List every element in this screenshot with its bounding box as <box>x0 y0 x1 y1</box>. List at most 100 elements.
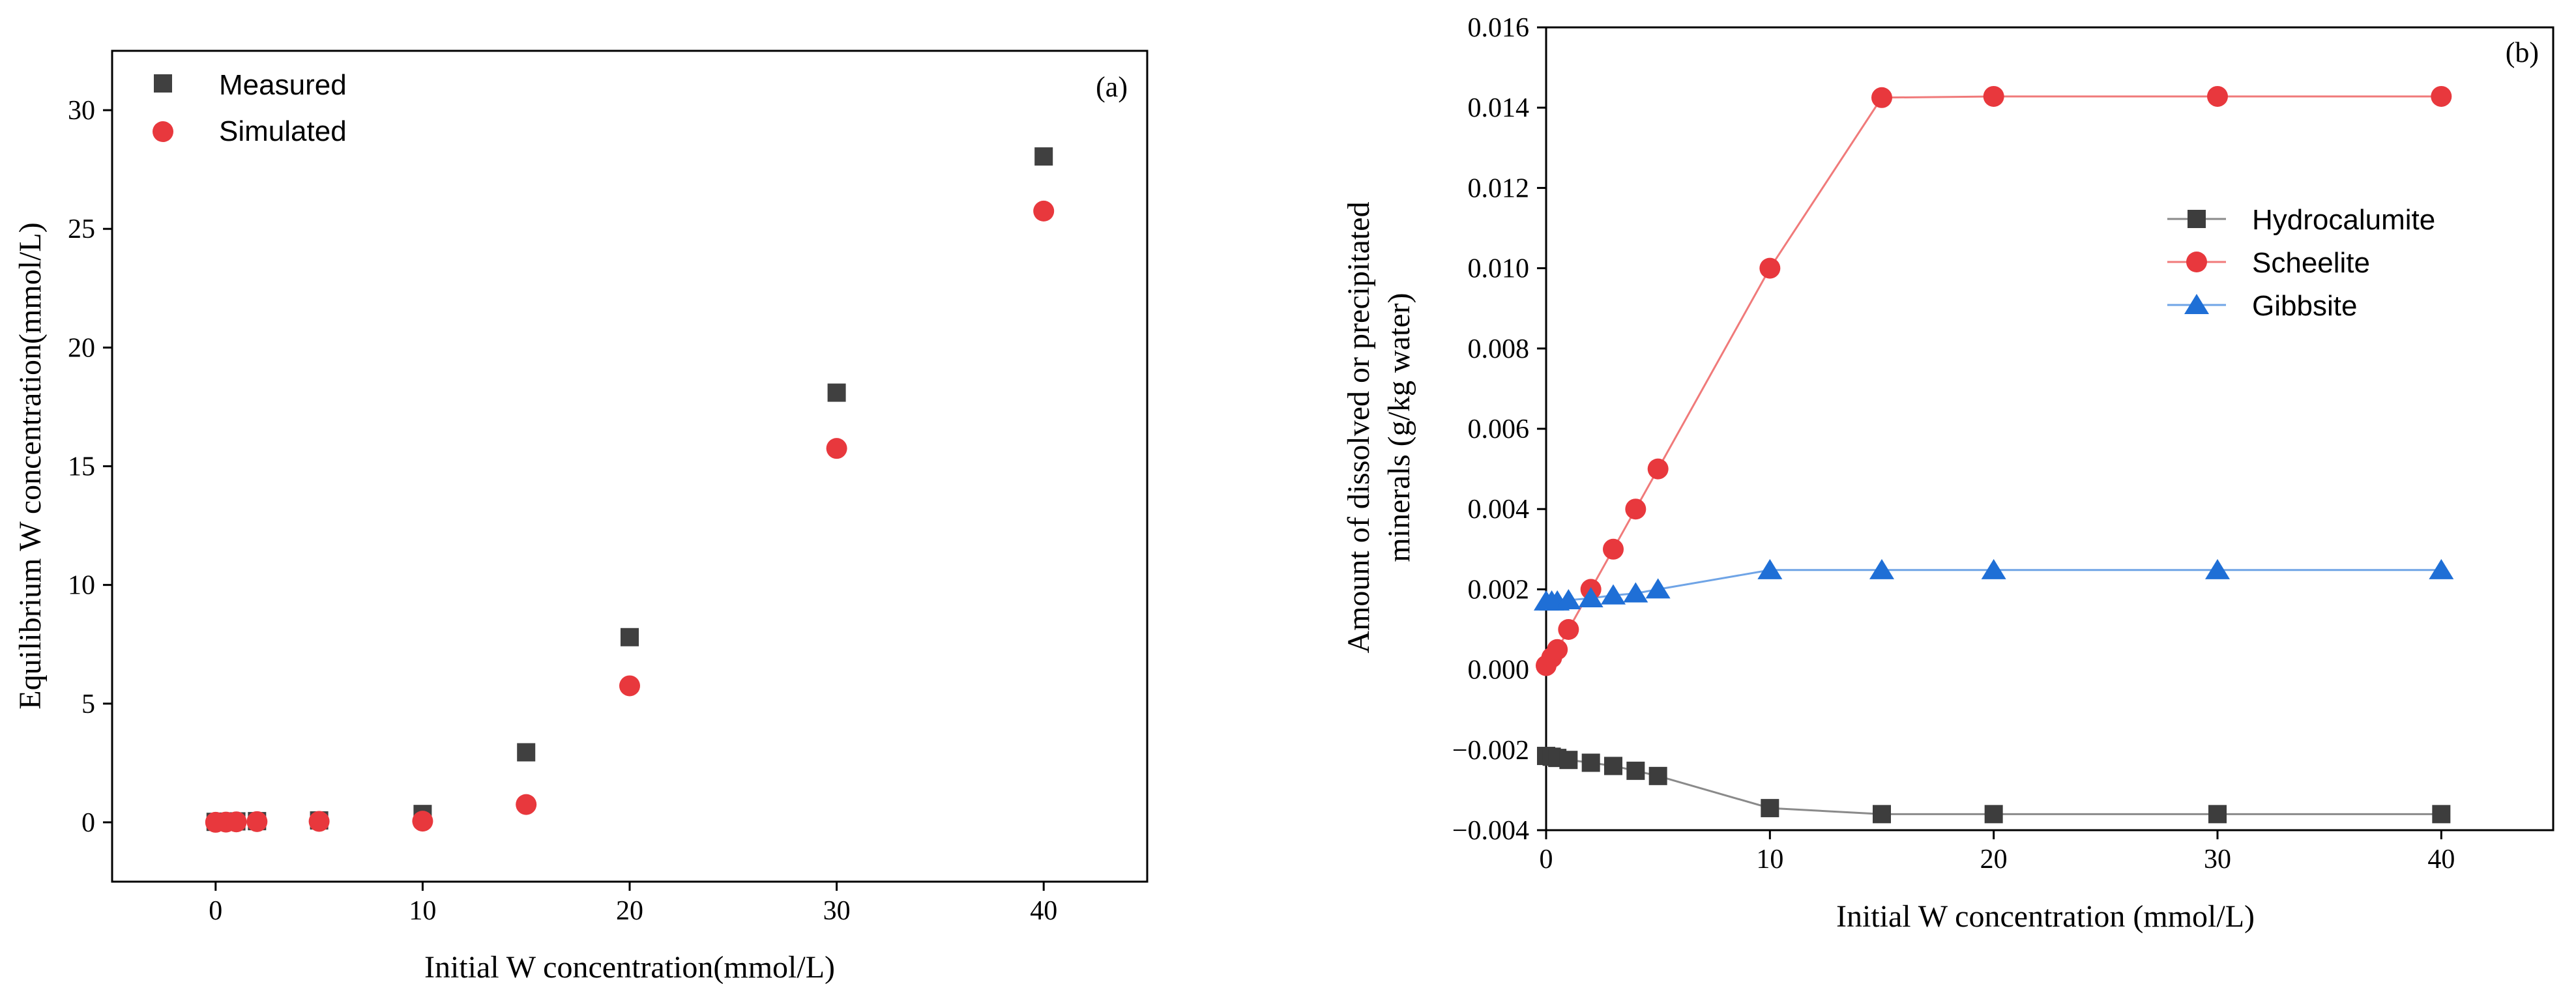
y-tick-label: 0 <box>81 808 95 838</box>
hydrocalumite-data-point <box>1761 799 1779 818</box>
panel-b-data-points <box>1534 85 2454 824</box>
panel-b-label: (b) <box>2506 36 2539 68</box>
y-tick-label: 0.004 <box>1468 495 1530 525</box>
y-tick-label: 15 <box>68 452 95 482</box>
y-tick-label: 30 <box>68 96 95 126</box>
panel-a-label: (a) <box>1096 71 1128 103</box>
simulated-data-point <box>516 794 537 815</box>
legend-measured-label: Measured <box>219 69 347 101</box>
measured-data-point <box>621 628 639 646</box>
scheelite-data-point <box>1647 458 1669 480</box>
panel-a-x-axis-title: Initial W concentration(mmol/L) <box>424 950 835 985</box>
scheelite-data-point <box>1983 85 2004 107</box>
x-tick-label: 20 <box>616 896 643 926</box>
y-tick-label: 0.002 <box>1468 575 1530 605</box>
simulated-data-point <box>619 675 640 697</box>
measured-data-point <box>1034 147 1053 166</box>
hydrocalumite-data-point <box>2208 805 2227 824</box>
simulated-data-point <box>308 811 330 832</box>
x-tick-label: 30 <box>823 896 851 926</box>
measured-data-point <box>827 383 846 402</box>
gibbsite-data-point <box>1578 586 1603 607</box>
hydrocalumite-data-point <box>2432 805 2451 824</box>
panel-b-x-ticks: 0 10 20 30 40 <box>1540 830 2455 874</box>
scheelite-series-line <box>1545 95 2442 667</box>
panel-a: 0 10 20 30 40 0 5 10 15 20 25 30 (a) Measured Simu… <box>13 50 1149 985</box>
panel-a-x-ticks: 0 10 20 30 40 <box>209 882 1057 926</box>
y-tick-label: 0.010 <box>1468 254 1530 284</box>
panel-a-legend: Measured Simulated <box>153 69 347 147</box>
panel-a-y-ticks: 0 5 10 15 20 25 30 <box>68 96 112 838</box>
legend-simulated-marker <box>153 121 173 142</box>
simulated-data-point <box>412 811 433 832</box>
scheelite-data-point <box>1558 619 1579 640</box>
gibbsite-data-point <box>1869 558 1894 579</box>
scheelite-data-point <box>1547 639 1568 660</box>
panel-a-y-axis-title: Equilibrium W concentration(mmol/L) <box>13 222 48 709</box>
measured-data-point <box>517 743 536 762</box>
legend-simulated-label: Simulated <box>219 115 347 147</box>
x-tick-label: 0 <box>1540 845 1553 874</box>
y-tick-label: 0.008 <box>1468 334 1530 364</box>
gibbsite-data-point <box>1645 578 1671 599</box>
y-tick-label: 0.014 <box>1468 93 1530 123</box>
simulated-data-point <box>246 811 268 832</box>
scheelite-data-point <box>2207 85 2228 107</box>
x-tick-label: 20 <box>1980 845 2008 874</box>
hydrocalumite-data-point <box>1648 766 1667 785</box>
x-tick-label: 0 <box>209 896 222 926</box>
gibbsite-data-point <box>1623 582 1648 603</box>
gibbsite-data-point <box>1556 589 1581 610</box>
plot-b-frame <box>1545 26 2554 831</box>
x-tick-label: 10 <box>1756 845 1783 874</box>
plot-a-frame <box>111 50 1149 883</box>
scheelite-data-point <box>1625 498 1647 520</box>
legend-hydrocalumite-marker <box>2188 210 2206 228</box>
gibbsite-data-point <box>1981 558 2006 579</box>
panel-b-x-axis-title: Initial W concentration (mmol/L) <box>1836 899 2255 934</box>
gibbsite-data-point <box>2205 558 2230 579</box>
scheelite-data-point <box>1871 87 1892 108</box>
panel-b-y-axis-title-line2: minerals (g/kg water) <box>1382 293 1416 562</box>
y-tick-label: 0.000 <box>1468 656 1530 686</box>
x-tick-label: 40 <box>2427 845 2455 874</box>
y-tick-label: 20 <box>68 333 95 363</box>
legend-hydrocalumite-label: Hydrocalumite <box>2252 204 2435 236</box>
panel-b: 0 10 20 30 40 −0.004 −0.002 0.000 0.002 0.004 0.0… <box>1341 13 2554 934</box>
y-tick-label: 0.006 <box>1468 414 1530 444</box>
legend-gibbsite-marker <box>2184 294 2209 314</box>
hydrocalumite-data-point <box>1604 757 1622 775</box>
y-tick-label: −0.004 <box>1452 816 1529 846</box>
panel-b-y-axis-title-line1: Amount of dissolved or precipitated <box>1341 201 1376 653</box>
legend-scheelite-marker <box>2186 252 2207 272</box>
panel-a-data-points <box>205 147 1055 833</box>
panel-b-y-ticks: −0.004 −0.002 0.000 0.002 0.004 0.006 0.008 0.0… <box>1452 13 1546 846</box>
scheelite-data-point <box>2431 85 2452 107</box>
legend-scheelite-label: Scheelite <box>2252 247 2370 279</box>
y-tick-label: 10 <box>68 571 95 601</box>
legend-gibbsite-label: Gibbsite <box>2252 290 2357 322</box>
hydrocalumite-data-point <box>1626 761 1645 780</box>
gibbsite-data-point <box>1757 558 1783 579</box>
x-tick-label: 30 <box>2204 845 2231 874</box>
x-tick-label: 10 <box>409 896 436 926</box>
y-tick-label: 25 <box>68 214 95 244</box>
panel-b-legend: Hydrocalumite Scheelite Gibbsite <box>2167 204 2435 322</box>
gibbsite-data-point <box>1601 584 1626 605</box>
legend-measured-marker <box>154 74 172 93</box>
hydrocalumite-data-point <box>1873 805 1891 824</box>
simulated-data-point <box>826 438 847 459</box>
x-tick-label: 40 <box>1030 896 1057 926</box>
y-tick-label: 0.016 <box>1468 13 1530 43</box>
hydrocalumite-data-point <box>1984 805 2003 824</box>
y-tick-label: 0.012 <box>1468 173 1530 203</box>
simulated-data-point <box>1033 200 1055 222</box>
y-tick-label: −0.002 <box>1452 736 1529 766</box>
gibbsite-data-point <box>2429 558 2454 579</box>
simulated-data-point <box>226 811 247 833</box>
y-tick-label: 5 <box>81 689 95 719</box>
scheelite-data-point <box>1759 257 1781 279</box>
hydrocalumite-data-point <box>1559 751 1578 770</box>
scheelite-data-point <box>1603 538 1624 560</box>
